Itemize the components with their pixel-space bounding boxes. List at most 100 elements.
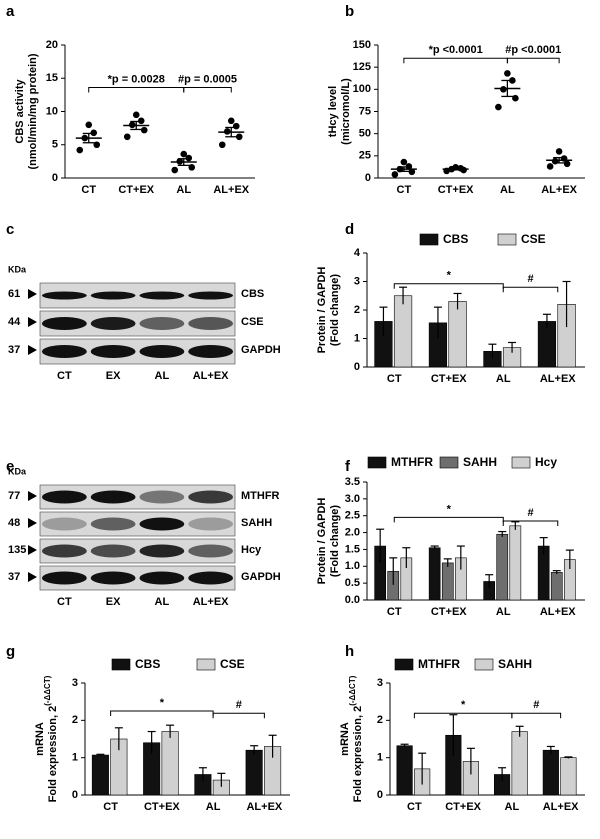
y-tick-label: 1 — [72, 752, 78, 764]
x-tick-label: CT — [387, 606, 402, 618]
blot-band — [90, 517, 136, 531]
x-tick-label: CT+EX — [118, 184, 154, 196]
blot-band — [139, 544, 185, 558]
y-axis-label: CBS activity — [14, 79, 26, 144]
significance-bracket — [212, 712, 265, 719]
blot-band — [188, 317, 234, 330]
kda-marker: 48 — [8, 517, 20, 529]
legend-label: CBS — [135, 657, 160, 671]
kda-marker: 37 — [8, 571, 20, 583]
significance-bracket — [393, 283, 504, 289]
significance-bracket — [506, 57, 560, 64]
significance-label: # — [527, 273, 533, 285]
significance-bracket — [88, 87, 185, 93]
y-axis-label: (micromol/L) — [340, 78, 352, 145]
significance-label: *p = 0.0028 — [108, 73, 165, 85]
y-tick-label: 3.5 — [345, 476, 360, 488]
kda-marker: 135 — [8, 544, 26, 556]
blot-band — [90, 291, 136, 300]
significance-label: *p <0.0001 — [429, 44, 483, 56]
kda-marker: 37 — [8, 344, 20, 356]
data-point — [232, 122, 240, 130]
legend-swatch — [511, 456, 531, 469]
y-tick-label: 4 — [354, 247, 361, 259]
blot-band — [139, 571, 185, 585]
panel-label: f — [345, 458, 351, 475]
y-tick-label: 50 — [359, 128, 371, 140]
y-tick-label: 2 — [377, 714, 383, 726]
data-point — [76, 146, 84, 154]
y-tick-label: 3.0 — [345, 493, 360, 505]
y-axis-label-sup: (-ΔΔCT) — [43, 675, 52, 705]
blot-band — [41, 544, 87, 558]
blot-band — [90, 490, 136, 504]
bar — [91, 754, 109, 796]
significance-label: * — [447, 503, 452, 515]
legend-swatch — [439, 456, 459, 469]
legend-swatch — [196, 658, 216, 671]
y-axis-label: mRNA — [34, 722, 46, 756]
legend-label: CSE — [220, 657, 245, 671]
data-point — [546, 163, 554, 170]
legend-label: Hcy — [535, 455, 557, 469]
data-point — [563, 160, 571, 168]
blot-band — [188, 345, 234, 358]
legend-label: SAHH — [463, 455, 497, 469]
legend-swatch — [111, 658, 131, 671]
lane-label: AL — [155, 370, 170, 382]
y-tick-label: 2 — [72, 714, 78, 726]
legend-label: MTHFR — [418, 657, 460, 671]
x-tick-label: AL+EX — [541, 184, 577, 196]
data-point — [408, 168, 416, 176]
y-axis-label-text: mRNA — [339, 722, 351, 756]
x-tick-label: CT+EX — [431, 606, 467, 618]
y-axis-label-text: Fold expression, 2 — [47, 706, 59, 803]
blot-band — [139, 517, 185, 531]
panel-label: d — [345, 221, 354, 238]
y-tick-label: 1.0 — [345, 560, 360, 572]
y-axis-label: mRNA — [339, 722, 351, 756]
blot-band — [41, 345, 87, 358]
x-tick-label: CT — [81, 184, 96, 196]
kda-marker: 77 — [8, 490, 20, 502]
legend-swatch — [367, 456, 387, 469]
x-tick-label: AL+EX — [213, 184, 249, 196]
data-point — [188, 164, 196, 171]
data-point — [140, 126, 148, 134]
y-tick-label: 5 — [52, 139, 58, 151]
blot-band — [139, 317, 185, 330]
y-axis-label: Protein / GAPDH — [316, 498, 328, 585]
protein-label: GAPDH — [241, 344, 281, 356]
x-tick-label: AL+EX — [246, 801, 282, 813]
data-point — [93, 141, 101, 149]
lane-label: AL — [155, 596, 170, 608]
y-tick-label: 15 — [46, 72, 58, 84]
y-axis-label-sup: (-ΔΔCT) — [348, 675, 357, 705]
y-tick-label: 150 — [353, 39, 371, 51]
x-tick-label: CT — [407, 801, 422, 813]
blot-strip — [39, 511, 236, 537]
data-point — [90, 129, 98, 137]
x-tick-label: CT+EX — [438, 184, 474, 196]
y-tick-label: 20 — [46, 39, 58, 51]
y-tick-label: 0 — [72, 789, 78, 801]
data-point — [180, 150, 188, 158]
blot-band — [188, 490, 234, 504]
lane-label: AL+EX — [193, 370, 229, 382]
y-axis-label: (Fold change) — [329, 274, 341, 346]
bar — [560, 757, 577, 796]
kda-marker: 61 — [8, 288, 20, 300]
kda-unit: KDa — [8, 466, 27, 476]
data-point — [555, 148, 563, 155]
legend-label: SAHH — [498, 657, 532, 671]
y-axis-label-text: Protein / GAPDH — [316, 498, 328, 585]
legend-swatch — [474, 658, 494, 671]
blot-band — [188, 571, 234, 585]
protein-label: SAHH — [241, 517, 272, 529]
y-axis-label-text: (Fold change) — [329, 505, 341, 577]
data-point — [235, 133, 243, 141]
marker-arrow — [28, 345, 37, 355]
y-axis-label: Fold expression, 2(-ΔΔCT) — [348, 675, 364, 802]
protein-label: CBS — [241, 288, 264, 300]
marker-arrow — [28, 572, 37, 582]
